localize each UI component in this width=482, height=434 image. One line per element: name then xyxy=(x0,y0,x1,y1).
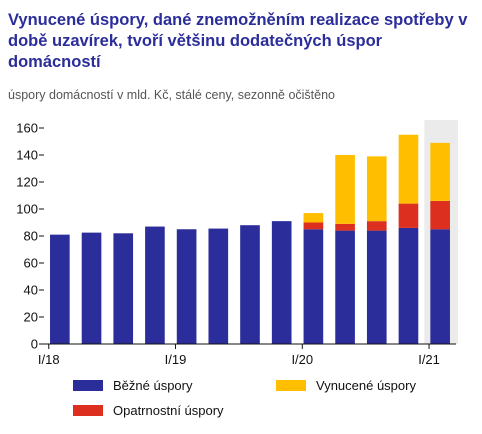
legend-layer: Běžné úspory Opatrnostní úspory Vynucené ú… xyxy=(73,378,416,418)
bar-I-21-series-2 xyxy=(430,142,450,201)
bar-III-18-series-0 xyxy=(113,233,134,344)
y-tick-label: 100 xyxy=(16,202,38,217)
legend-swatch-0 xyxy=(73,380,103,391)
legend-label-0: Běžné úspory xyxy=(113,378,193,393)
bar-IV-20-series-0 xyxy=(398,227,419,344)
bar-II-20-series-0 xyxy=(335,230,355,344)
legend-label-1: Opatrnostní úspory xyxy=(113,403,224,418)
bar-II-20-series-1 xyxy=(335,223,355,231)
bar-IV-20-series-2 xyxy=(398,134,419,204)
x-tick-label: I/21 xyxy=(418,352,440,367)
y-tick-label: 140 xyxy=(16,148,38,163)
bar-IV-18-series-0 xyxy=(145,226,165,344)
bar-IV-19-series-0 xyxy=(271,221,292,344)
bar-III-19-series-0 xyxy=(240,225,260,344)
bar-I-21-series-1 xyxy=(430,200,450,230)
legend-label-2: Vynucené úspory xyxy=(316,378,416,393)
bars-layer xyxy=(50,134,450,344)
bar-II-20-series-2 xyxy=(335,155,355,224)
bar-II-18-series-0 xyxy=(81,232,102,344)
bar-I-18-series-0 xyxy=(50,234,70,344)
bar-I-19-series-0 xyxy=(176,229,197,344)
x-tick-label: I/19 xyxy=(165,352,187,367)
y-tick-label: 40 xyxy=(24,283,38,298)
bar-III-20-series-0 xyxy=(366,230,387,344)
bar-IV-20-series-1 xyxy=(398,203,419,228)
bar-I-20-series-0 xyxy=(303,229,324,344)
bar-III-20-series-1 xyxy=(366,221,387,231)
x-tick-label: I/20 xyxy=(291,352,313,367)
bar-I-20-series-1 xyxy=(303,222,324,230)
legend-swatch-1 xyxy=(73,405,103,416)
chart-subtitle: úspory domácností v mld. Kč, stálé ceny,… xyxy=(8,88,336,102)
y-tick-label: 120 xyxy=(16,175,38,190)
chart-title: Vynucené úspory, dané znemožněním realiz… xyxy=(8,11,468,71)
bar-I-21-series-0 xyxy=(430,229,450,344)
y-tick-label: 20 xyxy=(24,310,38,325)
bar-III-20-series-2 xyxy=(366,156,387,222)
legend-swatch-2 xyxy=(276,380,306,391)
x-tick-label: I/18 xyxy=(38,352,60,367)
y-tick-label: 60 xyxy=(24,256,38,271)
bar-I-20-series-2 xyxy=(303,213,324,223)
y-tick-label: 160 xyxy=(16,121,38,136)
bar-II-19-series-0 xyxy=(208,228,229,344)
y-tick-label: 0 xyxy=(31,337,38,352)
axes-layer: 0 20 40 60 80 100 120 140 160 I/18 I/19 I/20 I/21 xyxy=(16,121,456,367)
y-tick-label: 80 xyxy=(24,229,38,244)
